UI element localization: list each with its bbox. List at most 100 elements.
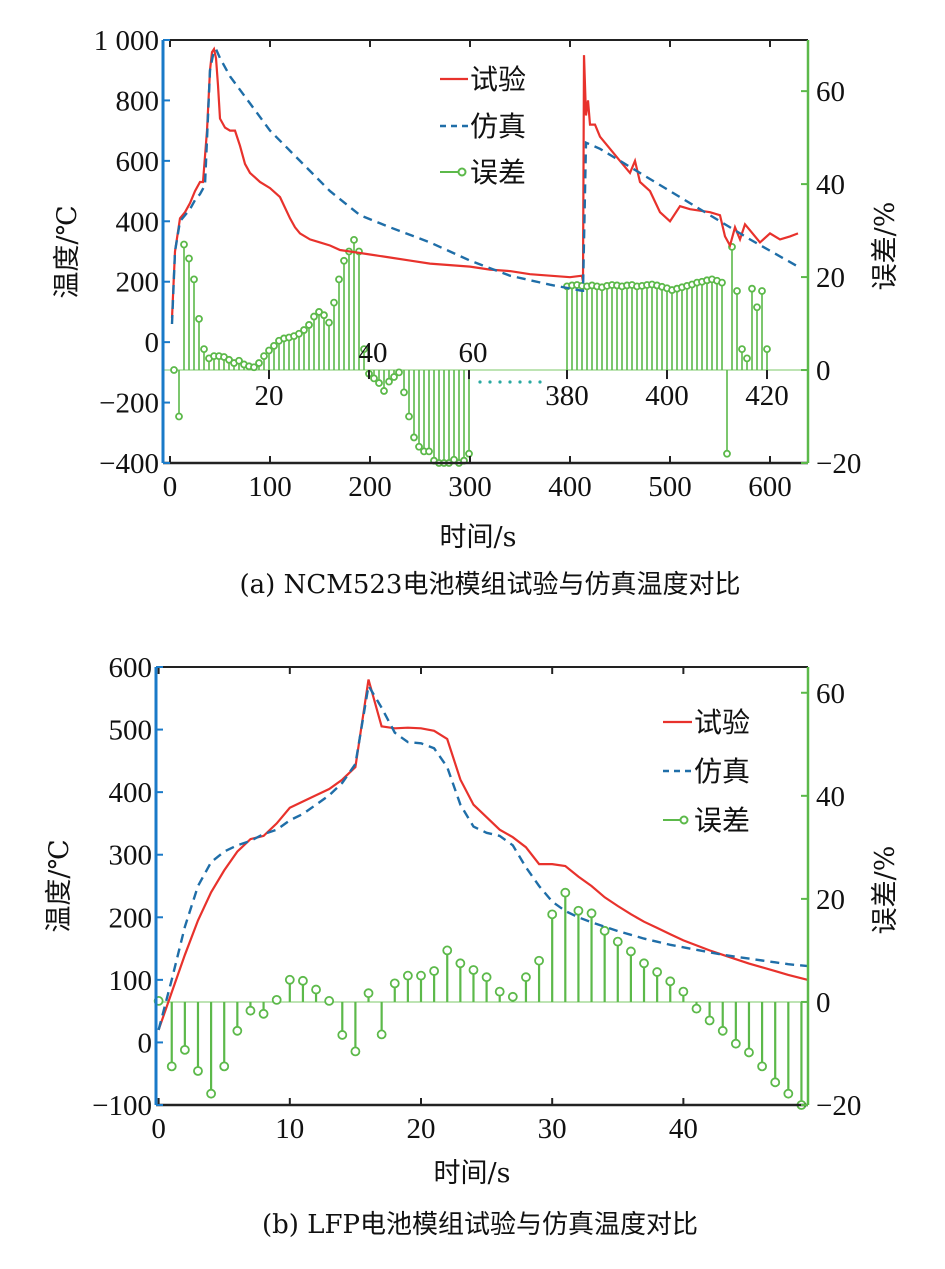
legend-label-experiment: 试验 — [470, 63, 526, 96]
error-marker — [337, 1030, 348, 1040]
error-marker — [260, 352, 268, 360]
stem-axis-tick-label: 60 — [459, 337, 488, 369]
error-marker — [193, 1066, 203, 1076]
y-tick-label-left: 800 — [116, 85, 160, 117]
caption-b: (b) LFP电池模组试验与仿真温度对比 — [262, 1210, 698, 1240]
legend-label-experiment: 试验 — [694, 706, 750, 739]
error-marker — [250, 363, 258, 372]
y-tick-label-left: 0 — [138, 1027, 153, 1059]
error-marker — [586, 908, 597, 919]
y-axis-label-left-b: 温度/℃ — [44, 839, 75, 932]
error-marker — [763, 345, 771, 354]
y-tick-label-left: 400 — [109, 777, 153, 809]
legend-label-simulation: 仿真 — [694, 755, 750, 788]
panel-a: 0 100 200 300 400 500 600−400−2000200400600800… — [52, 25, 901, 600]
error-marker — [324, 996, 335, 1006]
error-marker — [560, 887, 571, 898]
error-marker — [521, 972, 531, 983]
error-marker — [783, 1088, 794, 1099]
experiment-line-b — [157, 679, 809, 1031]
axis-break-dot — [508, 380, 512, 384]
error-marker — [639, 958, 649, 969]
error-marker — [219, 1061, 230, 1072]
error-marker — [481, 972, 492, 983]
legend-label-error: 误差 — [470, 156, 526, 189]
x-tick-label: 500 — [648, 471, 692, 503]
error-marker — [370, 374, 378, 383]
x-tick-label: 40 — [669, 1113, 698, 1145]
error-marker — [200, 345, 208, 354]
stem-axis-tick-label: 40 — [359, 337, 388, 369]
error-marker — [465, 449, 473, 458]
error-marker — [166, 1061, 177, 1072]
x-tick-label: 600 — [748, 471, 792, 503]
legend-label-error: 误差 — [694, 804, 750, 837]
axis-break-dot — [538, 380, 542, 384]
panel-b: 0 10 20 30 40−1000100200300400500600−2002040… — [44, 652, 901, 1240]
break-dots — [478, 380, 542, 384]
error-marker — [652, 967, 663, 977]
error-marker — [547, 909, 558, 920]
error-marker — [410, 433, 418, 442]
error-marker — [758, 287, 766, 295]
caption-a: (a) NCM523电池模组试验与仿真温度对比 — [240, 570, 741, 600]
y-tick-label-left: 300 — [109, 840, 153, 872]
error-marker — [442, 945, 453, 956]
error-marker — [185, 254, 193, 263]
axis-break-dot — [498, 380, 502, 384]
error-marker — [415, 442, 423, 451]
y-axis-label-left-a: 温度/℃ — [52, 205, 83, 298]
y-tick-label-right: 0 — [816, 355, 831, 387]
error-marker — [753, 303, 761, 312]
legend-b: 试验 仿真 误差 — [663, 706, 750, 837]
error-marker — [376, 1029, 387, 1040]
y-tick-label-right: 20 — [816, 262, 845, 294]
y-tick-label-right: 20 — [816, 884, 845, 916]
legend-marker-error — [679, 815, 689, 825]
y-tick-label-right: 40 — [816, 169, 845, 201]
error-marker — [389, 978, 400, 989]
error-marker — [350, 235, 358, 244]
y-tick-label-left: 0 — [145, 327, 160, 359]
y-tick-label-right: −20 — [816, 448, 861, 480]
y-tick-label-right: 60 — [816, 76, 845, 108]
error-stems-a — [163, 235, 808, 467]
error-marker — [665, 976, 676, 987]
error-marker — [770, 1077, 781, 1088]
error-marker — [300, 326, 308, 334]
x-tick-label: 0 — [163, 471, 178, 503]
y-tick-label-left: 400 — [116, 206, 160, 238]
error-marker — [360, 345, 368, 354]
y-tick-label-right: 60 — [816, 678, 845, 710]
error-marker — [245, 1005, 256, 1016]
error-stems-b — [153, 887, 808, 1110]
legend-label-simulation: 仿真 — [470, 110, 526, 143]
x-tick-label: 400 — [548, 471, 592, 503]
y-tick-label-left: 500 — [109, 715, 153, 747]
error-marker — [380, 387, 388, 395]
y-tick-label-left: −200 — [99, 388, 159, 420]
error-marker — [335, 275, 343, 284]
experiment-line-a — [170, 46, 799, 319]
error-marker — [179, 1044, 190, 1055]
y-tick-label-left: 200 — [109, 902, 153, 934]
stem-axis-tick-label: 20 — [255, 380, 284, 412]
error-marker — [232, 1025, 243, 1036]
y-axis-label-right-a: 误差/% — [870, 202, 901, 291]
error-marker — [284, 974, 295, 985]
error-marker — [258, 1008, 269, 1019]
error-marker — [691, 1003, 702, 1014]
error-marker — [180, 240, 188, 249]
error-marker — [271, 994, 282, 1005]
error-marker — [400, 388, 408, 397]
error-marker — [429, 966, 440, 976]
error-marker — [175, 412, 183, 421]
error-marker — [395, 368, 403, 377]
error-marker — [255, 359, 263, 367]
axis-break-dot — [478, 380, 482, 384]
error-marker — [350, 1046, 361, 1057]
error-marker — [311, 984, 321, 995]
error-marker — [170, 366, 178, 374]
error-marker — [265, 346, 273, 355]
